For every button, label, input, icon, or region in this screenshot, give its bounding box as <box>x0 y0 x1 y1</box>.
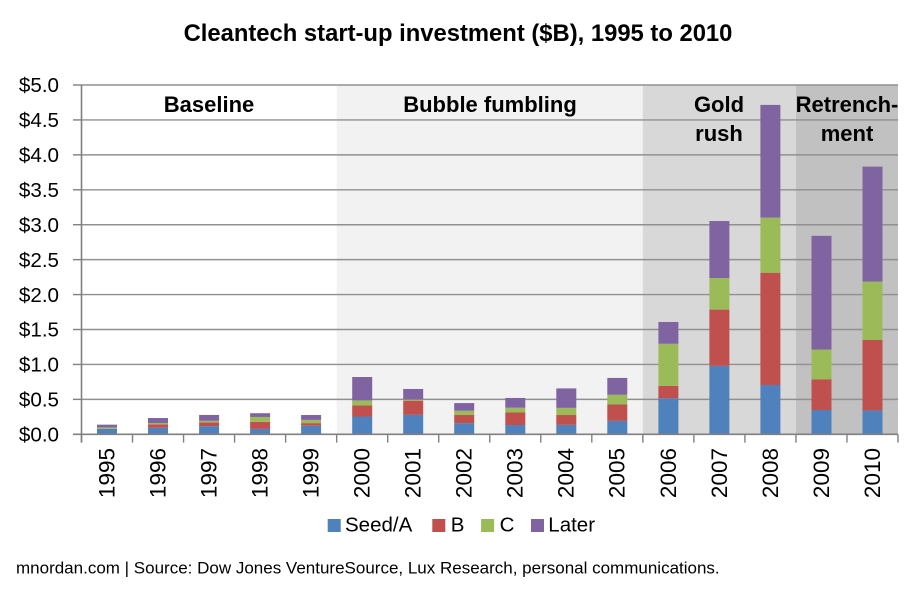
svg-text:$4.0: $4.0 <box>19 144 59 167</box>
svg-text:2010: 2010 <box>860 448 885 498</box>
svg-text:Retrench-: Retrench- <box>796 92 899 117</box>
svg-text:2002: 2002 <box>452 448 477 498</box>
svg-text:$0.0: $0.0 <box>19 424 59 447</box>
svg-text:ment: ment <box>821 121 874 146</box>
svg-text:$3.0: $3.0 <box>19 214 59 237</box>
svg-text:Seed/A: Seed/A <box>345 514 413 537</box>
svg-text:mnordan.com | Source: Dow Jone: mnordan.com | Source: Dow Jones VentureS… <box>16 559 720 578</box>
svg-text:2005: 2005 <box>605 448 630 498</box>
svg-text:rush: rush <box>695 121 743 146</box>
svg-text:$5.0: $5.0 <box>19 74 59 97</box>
svg-text:$1.5: $1.5 <box>19 319 59 342</box>
svg-text:2001: 2001 <box>401 448 426 498</box>
svg-text:2006: 2006 <box>656 448 681 498</box>
svg-text:2009: 2009 <box>809 448 834 498</box>
svg-text:$2.0: $2.0 <box>19 284 59 307</box>
svg-text:2000: 2000 <box>350 448 375 498</box>
svg-text:B: B <box>451 514 465 537</box>
svg-text:2007: 2007 <box>707 448 732 498</box>
svg-text:$3.5: $3.5 <box>19 179 59 202</box>
svg-text:2003: 2003 <box>503 448 528 498</box>
svg-text:$4.5: $4.5 <box>19 109 59 132</box>
svg-text:$2.5: $2.5 <box>19 249 59 272</box>
svg-text:$0.5: $0.5 <box>19 389 59 412</box>
svg-text:Later: Later <box>548 514 595 537</box>
svg-text:Baseline: Baseline <box>164 92 255 117</box>
svg-text:1999: 1999 <box>299 448 324 498</box>
svg-text:1998: 1998 <box>248 448 273 498</box>
svg-text:Cleantech start-up investment: Cleantech start-up investment ($B), 1995… <box>184 20 733 47</box>
svg-text:Gold: Gold <box>694 92 744 117</box>
svg-text:2008: 2008 <box>758 448 783 498</box>
svg-text:1996: 1996 <box>145 448 170 498</box>
svg-text:2004: 2004 <box>554 448 579 498</box>
svg-text:1995: 1995 <box>94 448 119 498</box>
svg-text:$1.0: $1.0 <box>19 354 59 377</box>
svg-text:1997: 1997 <box>197 448 222 498</box>
svg-text:Bubble fumbling: Bubble fumbling <box>403 92 577 117</box>
svg-text:C: C <box>500 514 515 537</box>
